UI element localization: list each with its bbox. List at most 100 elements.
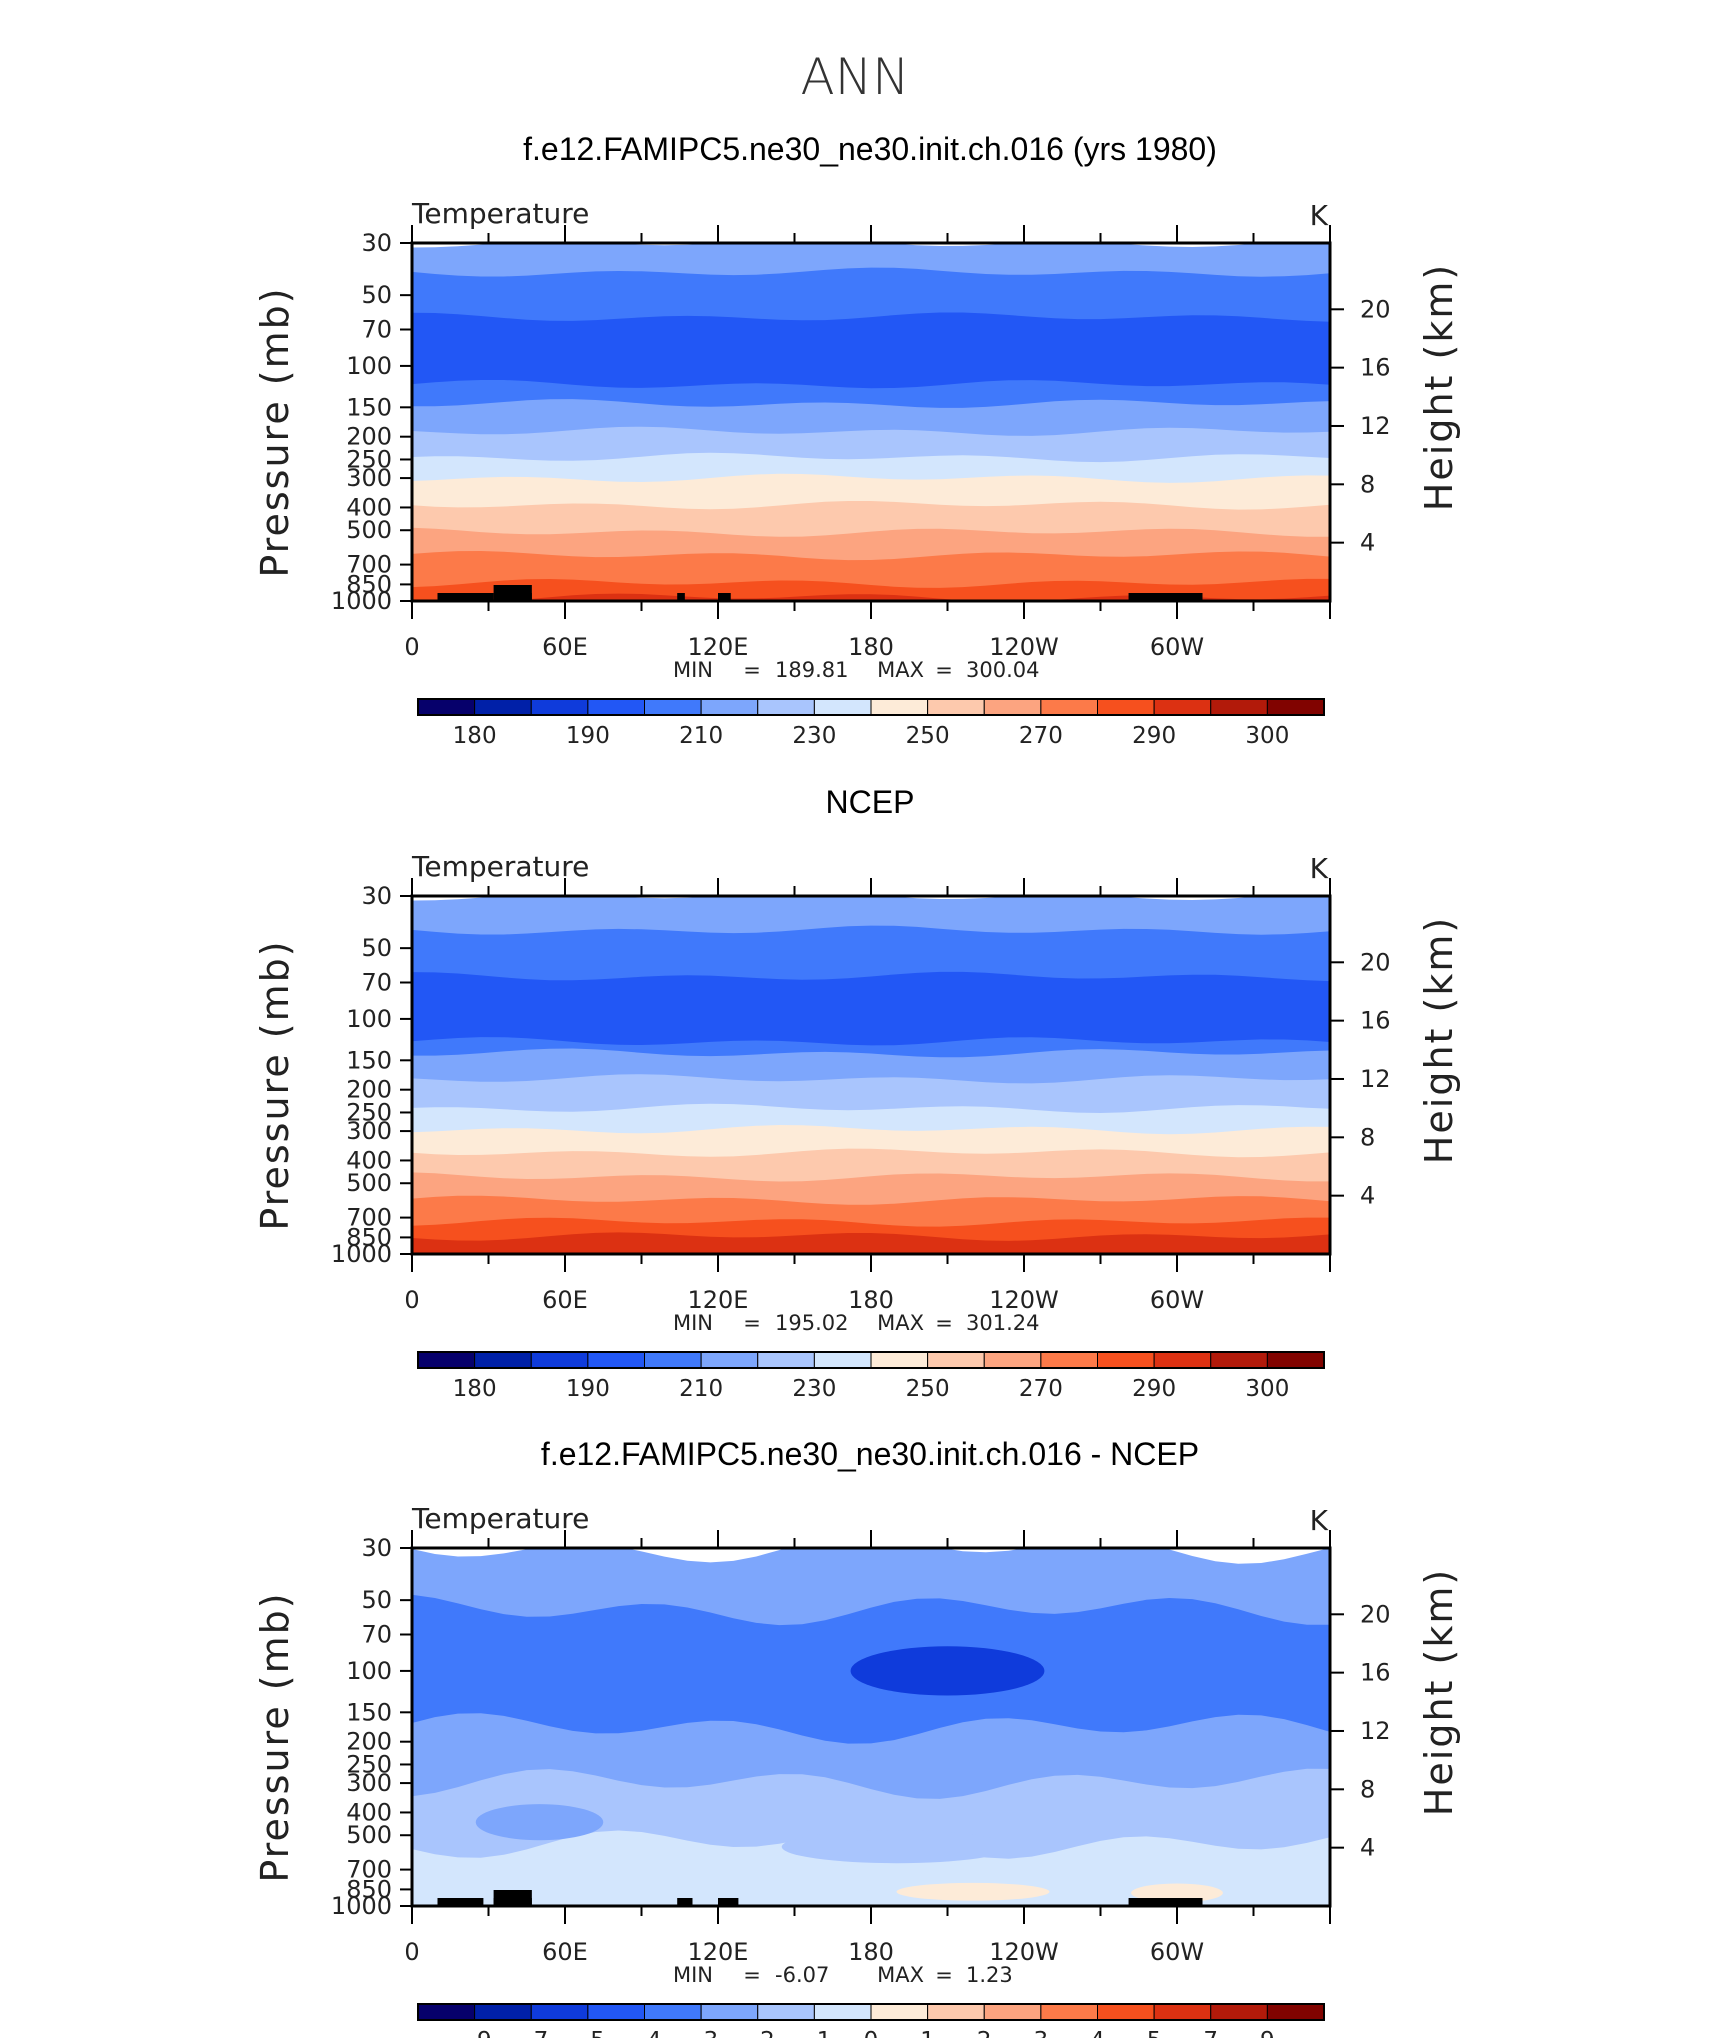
y-tick-right-label: 20	[1360, 1600, 1391, 1628]
y-tick-label: 400	[346, 493, 392, 521]
y-tick-right-label: 4	[1360, 1834, 1375, 1862]
panel-title: f.e12.FAMIPC5.ne30_ne30.init.ch.016 (yrs…	[523, 131, 1217, 167]
colorbar-swatch	[870, 698, 929, 716]
colorbar-label: 7	[1203, 2028, 1218, 2038]
colorbar-swatch	[983, 698, 1042, 716]
stat-min-value: 189.81	[775, 658, 848, 682]
land-mask-peak	[493, 585, 532, 601]
colorbar-swatch	[1266, 698, 1325, 716]
stat-max-eq: =	[935, 1311, 953, 1335]
y-tick-label: 500	[346, 516, 392, 544]
colorbar-swatch	[870, 2003, 929, 2021]
y-tick-label: 400	[346, 1146, 392, 1174]
contour-field	[412, 243, 1330, 601]
contour-band	[412, 1232, 1330, 1254]
colorbar-frame	[417, 2003, 1325, 2021]
y-tick-right-label: 16	[1360, 1007, 1391, 1035]
contour-field	[412, 1548, 1330, 1906]
colorbar-swatch	[1097, 1351, 1155, 1369]
y-tick-label: 300	[346, 1769, 392, 1797]
colorbar-label: 270	[1019, 723, 1063, 749]
colorbar-label: 250	[906, 723, 950, 749]
contour-field	[412, 896, 1330, 1254]
stat-min-value: 195.02	[775, 1311, 848, 1335]
colorbar-frame	[417, 1351, 1325, 1369]
y-tick-label: 30	[361, 229, 392, 257]
colorbar-swatch	[417, 1351, 476, 1369]
y-tick-label: 100	[346, 1005, 392, 1033]
colorbar-swatch	[700, 1351, 759, 1369]
panel-2: NCEP Temperature K 0 60E 120E 180 120W 60W 30 50 70…	[253, 784, 1461, 1402]
colorbar-label: −9	[458, 2028, 492, 2038]
stat-min-label: MIN	[673, 1963, 713, 1987]
colorbar-swatch	[417, 698, 476, 716]
x-tick-label: 0	[404, 1286, 419, 1314]
colorbar-swatch	[1040, 698, 1098, 716]
y-axis-right-label: Height (km)	[1417, 916, 1461, 1164]
y-tick-label: 300	[346, 464, 392, 492]
colorbar-label: 0	[864, 2028, 879, 2038]
stat-max-eq: =	[935, 1963, 953, 1987]
land-mask	[1128, 593, 1203, 601]
y-axis-right-label: Height (km)	[1417, 1568, 1461, 1816]
colorbar-label: 4	[1090, 2028, 1105, 2038]
panels-container: f.e12.FAMIPC5.ne30_ne30.init.ch.016 (yrs…	[253, 131, 1461, 2038]
land-mask	[718, 593, 731, 601]
y-tick-label: 100	[346, 1657, 392, 1685]
units-label: K	[1310, 852, 1329, 885]
units-label: K	[1310, 1504, 1329, 1537]
y-axis-label: Pressure (mb)	[253, 286, 297, 577]
stat-max-value: 301.24	[966, 1311, 1039, 1335]
land-mask	[437, 1898, 484, 1906]
x-tick-label: 60E	[542, 1286, 588, 1314]
colorbar-swatch	[1266, 1351, 1325, 1369]
colorbar-swatch	[813, 698, 872, 716]
colorbar-swatch	[983, 2003, 1042, 2021]
colorbar-swatch	[757, 1351, 815, 1369]
y-tick-label: 200	[346, 1076, 392, 1104]
colorbar-swatch	[983, 1351, 1042, 1369]
y-tick-label: 700	[346, 1856, 392, 1884]
stat-max-label: MAX	[877, 658, 924, 682]
colorbar-label: 3	[1034, 2028, 1049, 2038]
y-tick-label: 200	[346, 1728, 392, 1756]
variable-label: Temperature	[411, 197, 589, 230]
x-tick-label: 60E	[542, 633, 588, 661]
panel-3: f.e12.FAMIPC5.ne30_ne30.init.ch.016 - NC…	[253, 1436, 1461, 2038]
x-tick-label: 180	[848, 1286, 894, 1314]
panel-title: f.e12.FAMIPC5.ne30_ne30.init.ch.016 - NC…	[541, 1436, 1199, 1472]
colorbar-label: 270	[1019, 1376, 1063, 1402]
colorbar-label: 190	[566, 723, 610, 749]
colorbar-swatch	[644, 2003, 702, 2021]
stat-min-eq: =	[743, 1963, 761, 1987]
colorbar-label: 5	[1147, 2028, 1162, 2038]
colorbar-swatch	[474, 2003, 532, 2021]
colorbar-label: 210	[679, 1376, 723, 1402]
y-tick-right-label: 20	[1360, 295, 1391, 323]
colorbar-swatch	[927, 2003, 985, 2021]
y-tick-label: 250	[346, 445, 392, 473]
y-tick-label: 850	[346, 1875, 392, 1903]
colorbar-swatch	[1097, 698, 1155, 716]
colorbar-swatch	[644, 1351, 702, 1369]
y-tick-label: 50	[361, 934, 392, 962]
colorbar-swatch	[587, 698, 645, 716]
y-tick-label: 1000	[331, 1240, 392, 1268]
x-tick-label: 0	[404, 633, 419, 661]
y-tick-label: 150	[346, 1046, 392, 1074]
land-mask-peak	[493, 1890, 532, 1906]
y-tick-right-label: 12	[1360, 1717, 1391, 1745]
colorbar-label: 300	[1245, 723, 1289, 749]
panel-title: NCEP	[826, 784, 915, 820]
y-tick-label: 100	[346, 352, 392, 380]
colorbar-label: 180	[453, 1376, 497, 1402]
y-axis-right-label: Height (km)	[1417, 263, 1461, 511]
colorbar-label: 250	[906, 1376, 950, 1402]
colorbar-swatch	[1097, 2003, 1155, 2021]
stat-min-eq: =	[743, 658, 761, 682]
y-tick-label: 250	[346, 1098, 392, 1126]
land-mask	[718, 1898, 739, 1906]
land-mask	[1128, 1898, 1203, 1906]
y-tick-right-label: 4	[1360, 1182, 1375, 1210]
colorbar: −9 −7 −5 −4 −3 −2 −1 0 1 2 3 4 5 7 9	[417, 2003, 1325, 2038]
